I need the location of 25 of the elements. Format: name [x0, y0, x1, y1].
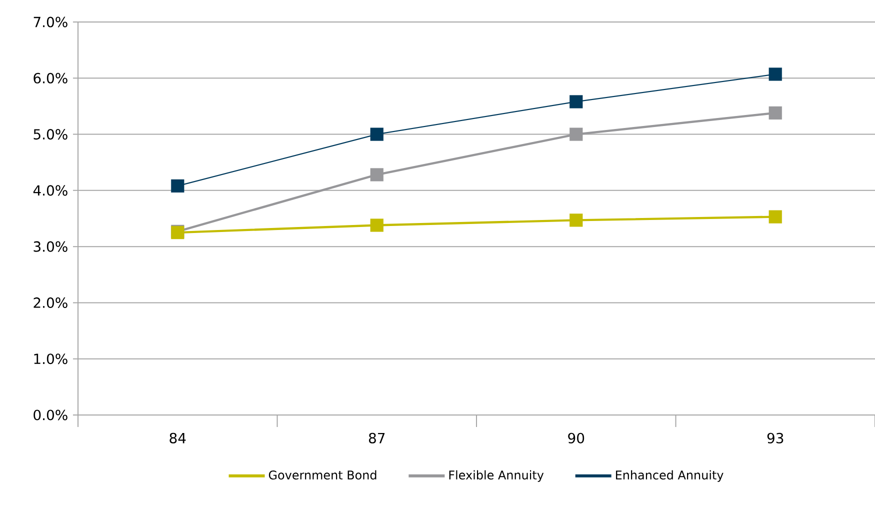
y-tick-label: 7.0%	[34, 16, 68, 28]
point	[370, 168, 384, 182]
legend-label: Enhanced Annuity	[616, 470, 724, 482]
point	[570, 95, 583, 108]
x-tick-label: 84	[170, 432, 186, 444]
y-tick-label: 2.0%	[34, 297, 68, 308]
point	[370, 218, 384, 232]
x-tick-label: 93	[767, 432, 784, 444]
point	[171, 179, 184, 192]
y-tick-label: 6.0%	[34, 72, 68, 84]
legend-label: Flexible Annuity	[449, 470, 544, 482]
y-tick-label: 4.0%	[33, 185, 68, 196]
point	[768, 210, 782, 224]
y-tick-label: 1.0%	[34, 354, 68, 364]
y-tick-label: 5.0%	[34, 129, 68, 140]
point	[370, 128, 384, 141]
y-tick-label: 0.0%	[34, 410, 68, 420]
point	[768, 68, 782, 81]
y-tick-label: 3.0%	[34, 241, 68, 252]
x-tick-label: 87	[368, 432, 385, 444]
point	[570, 214, 583, 227]
legend-label: Government Bond	[268, 470, 376, 480]
x-tick-label: 90	[568, 432, 584, 444]
point	[768, 106, 782, 120]
point	[570, 128, 583, 141]
